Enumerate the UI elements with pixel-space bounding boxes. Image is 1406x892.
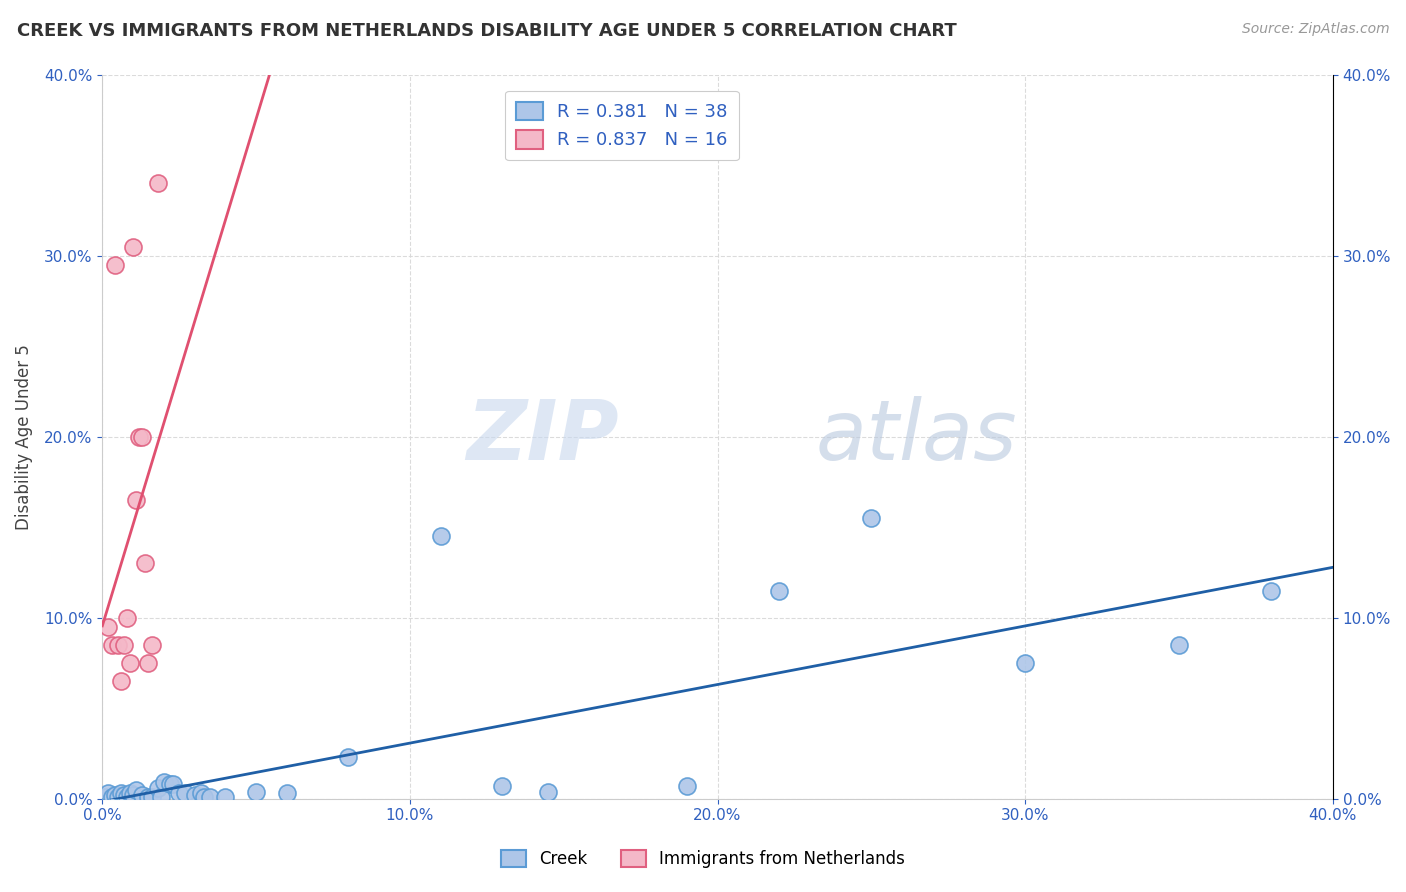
Point xyxy=(112,638,135,652)
Point xyxy=(118,786,141,800)
Legend: Creek, Immigrants from Netherlands: Creek, Immigrants from Netherlands xyxy=(495,843,911,875)
Point xyxy=(110,786,132,800)
Point xyxy=(1168,638,1191,652)
Point xyxy=(146,176,169,190)
Point xyxy=(128,430,150,444)
Point xyxy=(337,750,360,764)
Legend: R = 0.381   N = 38, R = 0.837   N = 16: R = 0.381 N = 38, R = 0.837 N = 16 xyxy=(505,91,738,161)
Point xyxy=(149,789,172,804)
Point xyxy=(153,775,176,789)
Point xyxy=(100,789,122,804)
Point xyxy=(115,610,138,624)
Point xyxy=(125,782,148,797)
Text: ZIP: ZIP xyxy=(467,396,619,477)
Y-axis label: Disability Age Under 5: Disability Age Under 5 xyxy=(15,343,32,530)
Point xyxy=(537,784,560,798)
Point xyxy=(138,789,160,804)
Point xyxy=(183,788,205,802)
Point xyxy=(245,784,267,798)
Point xyxy=(104,788,127,802)
Point xyxy=(125,493,148,508)
Point xyxy=(115,789,138,804)
Point xyxy=(131,788,153,802)
Point xyxy=(104,258,127,272)
Text: CREEK VS IMMIGRANTS FROM NETHERLANDS DISABILITY AGE UNDER 5 CORRELATION CHART: CREEK VS IMMIGRANTS FROM NETHERLANDS DIS… xyxy=(17,22,956,40)
Point xyxy=(214,789,236,804)
Point xyxy=(198,789,221,804)
Point xyxy=(100,638,122,652)
Point xyxy=(138,656,160,670)
Point xyxy=(122,788,145,802)
Text: Source: ZipAtlas.com: Source: ZipAtlas.com xyxy=(1241,22,1389,37)
Point xyxy=(131,430,153,444)
Point xyxy=(141,638,163,652)
Point xyxy=(118,656,141,670)
Point xyxy=(276,786,298,800)
Point xyxy=(97,786,120,800)
Point xyxy=(429,529,451,543)
Point xyxy=(107,638,129,652)
Text: atlas: atlas xyxy=(815,396,1018,477)
Point xyxy=(146,780,169,795)
Point xyxy=(107,789,129,804)
Point xyxy=(134,557,156,571)
Point xyxy=(167,786,190,800)
Point xyxy=(141,789,163,804)
Point xyxy=(97,620,120,634)
Point xyxy=(190,786,212,800)
Point xyxy=(94,789,117,804)
Point xyxy=(1014,656,1036,670)
Point xyxy=(174,786,197,800)
Point xyxy=(162,777,184,791)
Point xyxy=(491,779,513,793)
Point xyxy=(159,777,181,791)
Point xyxy=(768,583,790,598)
Point xyxy=(122,239,145,253)
Point xyxy=(1260,583,1282,598)
Point xyxy=(193,789,215,804)
Point xyxy=(110,674,132,689)
Point xyxy=(675,779,697,793)
Point xyxy=(112,788,135,802)
Point xyxy=(860,511,883,525)
